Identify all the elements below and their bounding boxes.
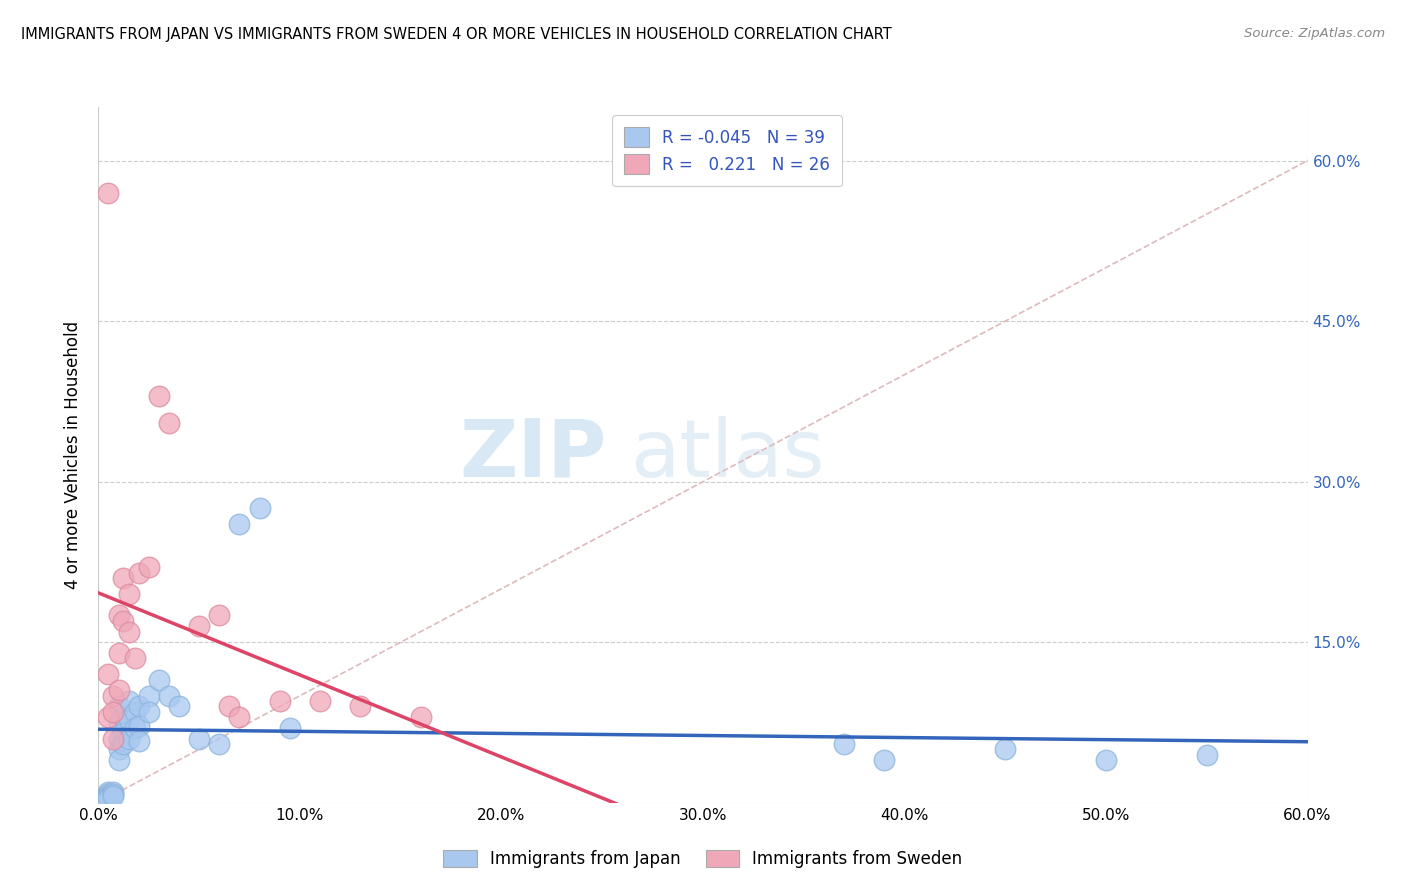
Point: [111, 614, 134, 628]
Text: ZIP: ZIP: [458, 416, 606, 494]
Point: [148, 673, 170, 687]
Point: [118, 624, 141, 639]
Point: [249, 501, 271, 516]
Y-axis label: 4 or more Vehicles in Household: 4 or more Vehicles in Household: [65, 321, 83, 589]
Point: [188, 619, 211, 633]
Point: [1095, 753, 1118, 767]
Point: [138, 560, 160, 574]
Point: [118, 587, 141, 601]
Point: [994, 742, 1017, 756]
Point: [97, 787, 120, 801]
Point: [97, 789, 120, 804]
Text: atlas: atlas: [630, 416, 825, 494]
Point: [128, 699, 150, 714]
Point: [124, 651, 146, 665]
Point: [349, 699, 371, 714]
Point: [101, 731, 124, 746]
Point: [97, 710, 120, 724]
Point: [107, 731, 129, 746]
Point: [167, 699, 190, 714]
Point: [107, 742, 129, 756]
Point: [278, 721, 301, 735]
Point: [107, 683, 129, 698]
Point: [1195, 747, 1218, 762]
Point: [101, 787, 124, 801]
Point: [138, 705, 160, 719]
Point: [138, 689, 160, 703]
Point: [148, 389, 170, 403]
Text: IMMIGRANTS FROM JAPAN VS IMMIGRANTS FROM SWEDEN 4 OR MORE VEHICLES IN HOUSEHOLD : IMMIGRANTS FROM JAPAN VS IMMIGRANTS FROM…: [21, 27, 891, 42]
Point: [157, 416, 180, 430]
Point: [97, 790, 120, 805]
Point: [107, 646, 129, 660]
Point: [111, 726, 134, 740]
Point: [111, 571, 134, 585]
Point: [97, 667, 120, 681]
Point: [873, 753, 896, 767]
Point: [118, 731, 141, 746]
Point: [107, 699, 129, 714]
Point: [107, 608, 129, 623]
Point: [101, 689, 124, 703]
Point: [111, 710, 134, 724]
Point: [107, 753, 129, 767]
Point: [124, 721, 146, 735]
Point: [101, 789, 124, 804]
Point: [124, 705, 146, 719]
Point: [118, 712, 141, 726]
Point: [218, 699, 240, 714]
Legend: Immigrants from Japan, Immigrants from Sweden: Immigrants from Japan, Immigrants from S…: [437, 843, 969, 875]
Point: [128, 566, 150, 580]
Point: [97, 791, 120, 805]
Point: [188, 731, 211, 746]
Legend: R = -0.045   N = 39, R =   0.221   N = 26: R = -0.045 N = 39, R = 0.221 N = 26: [613, 115, 842, 186]
Point: [101, 705, 124, 719]
Point: [832, 737, 855, 751]
Point: [118, 694, 141, 708]
Point: [228, 517, 250, 532]
Point: [128, 733, 150, 747]
Point: [97, 186, 120, 200]
Point: [107, 715, 129, 730]
Point: [157, 689, 180, 703]
Point: [409, 710, 432, 724]
Text: Source: ZipAtlas.com: Source: ZipAtlas.com: [1244, 27, 1385, 40]
Point: [208, 608, 231, 623]
Point: [208, 737, 231, 751]
Point: [128, 719, 150, 733]
Point: [111, 737, 134, 751]
Point: [97, 785, 120, 799]
Point: [309, 694, 332, 708]
Point: [269, 694, 291, 708]
Point: [228, 710, 250, 724]
Point: [101, 785, 124, 799]
